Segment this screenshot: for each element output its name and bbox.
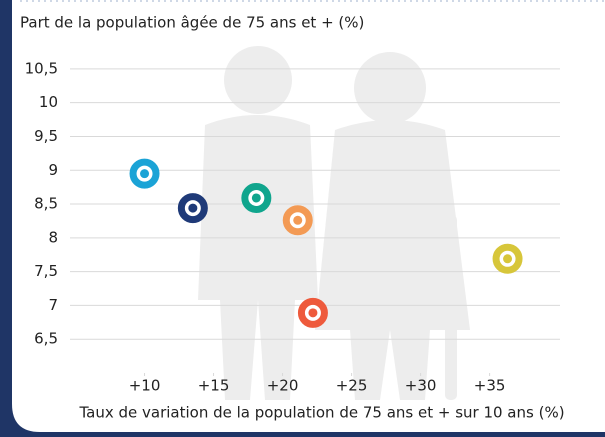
point-center: [140, 169, 150, 179]
y-tick-label: 6,5: [34, 330, 58, 348]
x-tick-label: +35: [474, 377, 506, 395]
x-tick-label: +30: [405, 377, 437, 395]
y-tick-label: 7,5: [34, 262, 58, 280]
x-axis-label: Taux de variation de la population de 75…: [78, 404, 564, 422]
point: [177, 193, 208, 224]
background-silhouette: [198, 46, 470, 400]
chart-title: Part de la population âgée de 75 ans et …: [20, 14, 364, 32]
y-tick-label: 8,5: [34, 195, 58, 213]
point-center: [308, 308, 318, 318]
point: [282, 205, 313, 236]
y-tick-label: 7: [48, 296, 58, 314]
y-tick-label: 10,5: [25, 59, 58, 77]
point: [297, 297, 328, 328]
point: [129, 158, 160, 189]
y-tick-label: 9: [48, 161, 58, 179]
x-tick-label: +10: [129, 377, 161, 395]
y-tick-label: 8: [48, 228, 58, 246]
point-center: [188, 203, 198, 213]
point-center: [293, 215, 303, 225]
point-center: [251, 193, 261, 203]
y-tick-label: 10: [39, 93, 58, 111]
x-tick-label: +25: [336, 377, 368, 395]
y-tick-label: 9,5: [34, 127, 58, 145]
x-tick-label: +20: [267, 377, 299, 395]
point: [241, 182, 272, 213]
point: [492, 243, 523, 274]
x-tick-label: +15: [198, 377, 230, 395]
point-center: [503, 254, 513, 264]
